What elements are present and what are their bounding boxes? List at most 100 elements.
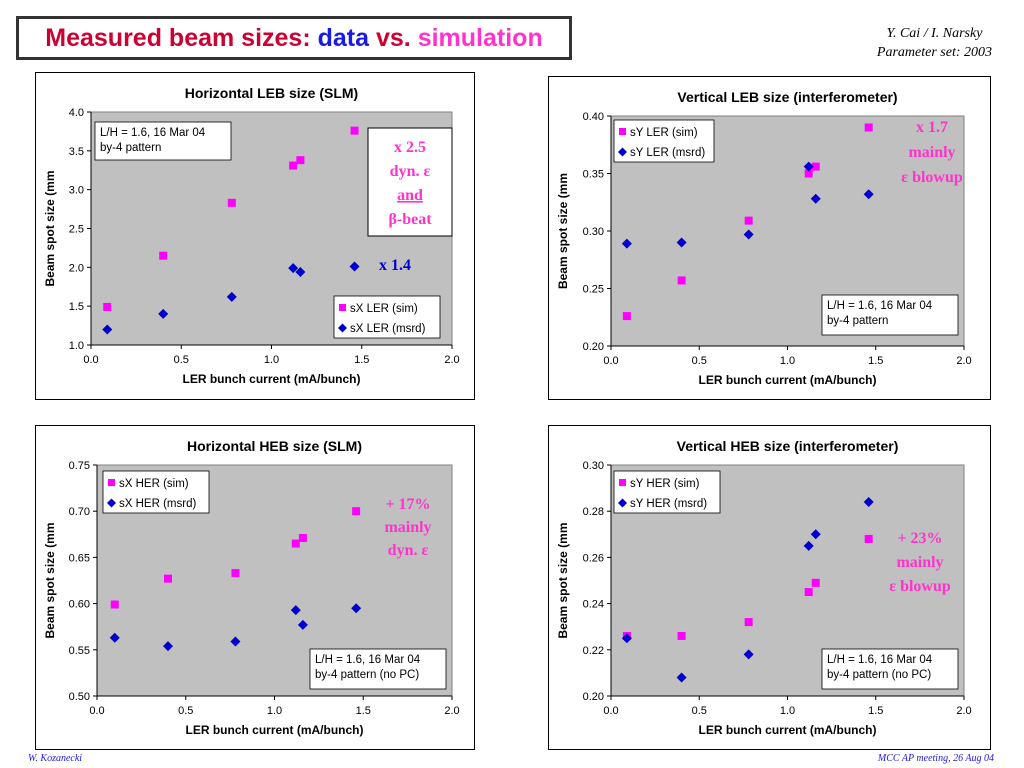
y-axis-label: Beam spot size (mm [43, 170, 57, 286]
measured-point [297, 619, 308, 630]
y-tick-label: 0.50 [69, 691, 90, 703]
sim-point [110, 600, 119, 609]
measured-point [621, 633, 632, 644]
annotation-text: dyn. ε [390, 163, 431, 180]
x-tick-label: 1.0 [780, 355, 795, 367]
sim-point [296, 156, 305, 165]
x-tick-label: 1.0 [780, 705, 795, 717]
y-tick-label: 0.55 [69, 645, 90, 657]
sim-point [622, 312, 631, 321]
y-tick-label: 3.0 [69, 185, 84, 197]
chart-4: Vertical HEB size (interferometer) 0.20 0.… [548, 425, 991, 750]
sim-point [289, 161, 298, 170]
sim-point [804, 588, 813, 597]
note-box [94, 121, 232, 161]
x-tick-label: 0.0 [603, 355, 618, 367]
measured-point [743, 649, 754, 660]
x-tick-label: 0.0 [83, 354, 98, 366]
measured-point [109, 632, 120, 643]
sim-point [103, 302, 112, 311]
legend-box [333, 295, 441, 339]
sim-point [811, 578, 820, 587]
sim-point [350, 126, 359, 135]
x-tick-label: 2.0 [956, 355, 971, 367]
x-tick-label: 1.5 [354, 354, 369, 366]
legend-marker-sim [619, 479, 626, 486]
annotation-text: x 1.7 [916, 119, 948, 136]
y-tick-label: 0.35 [583, 169, 604, 181]
y-tick-label: 0.30 [583, 460, 604, 472]
sim-point [811, 162, 820, 171]
legend-box [102, 470, 210, 514]
y-tick-label: 0.26 [583, 552, 604, 564]
note-line: L/H = 1.6, 16 Mar 04 [315, 654, 421, 666]
title-part-data: data [317, 24, 370, 52]
y-tick-label: 0.40 [583, 111, 604, 123]
annotation-box [367, 127, 453, 237]
chart-title: Horizontal LEB size (SLM) [185, 85, 358, 101]
x-tick-label: 2.0 [444, 354, 459, 366]
y-tick-label: 0.24 [583, 599, 604, 611]
annotation-text: mainly [908, 144, 955, 161]
note-line: L/H = 1.6, 16 Mar 04 [827, 654, 933, 666]
x-tick-label: 2.0 [444, 705, 459, 717]
x-tick-label: 1.5 [868, 705, 883, 717]
annotation-text: and [397, 187, 423, 204]
measured-point [290, 605, 301, 616]
y-tick-label: 0.22 [583, 645, 604, 657]
authors-block: Y. Cai / I. Narsky Parameter set: 2003 [877, 24, 992, 62]
sim-point [744, 216, 753, 225]
legend-marker-sim [339, 304, 346, 311]
annotation-text: mainly [384, 519, 431, 536]
authors-line: Y. Cai / I. Narsky [886, 26, 983, 41]
note-line: by-4 pattern (no PC) [315, 669, 419, 681]
y-tick-label: 0.25 [583, 284, 604, 296]
measured-point [102, 324, 113, 335]
y-tick-label: 4.0 [69, 107, 84, 119]
footer-meeting: MCC AP meeting, 26 Aug 04 [877, 753, 994, 764]
sim-point [864, 123, 873, 132]
annotation-text: mainly [896, 554, 943, 571]
legend-marker-sim [619, 128, 626, 135]
y-tick-label: 0.20 [583, 341, 604, 353]
measured-point [158, 308, 169, 319]
y-tick-label: 2.0 [69, 262, 84, 274]
measured-point [863, 189, 874, 200]
y-tick-label: 0.30 [583, 226, 604, 238]
y-tick-label: 1.0 [69, 340, 84, 352]
note-line: by-4 pattern [827, 315, 888, 327]
y-axis-label: Beam spot size (mm [556, 522, 570, 638]
slide-title: Measured beam sizes: data vs. simulation [45, 24, 542, 52]
chart-2: Vertical LEB size (interferometer) 0.20 0.… [548, 76, 991, 400]
note-box [821, 294, 959, 336]
note-line: by-4 pattern [100, 142, 161, 154]
y-tick-label: 0.65 [69, 552, 90, 564]
x-tick-label: 1.5 [356, 705, 371, 717]
measured-point [351, 603, 362, 614]
sim-point [677, 276, 686, 285]
y-tick-label: 0.20 [583, 691, 604, 703]
y-tick-label: 0.75 [69, 460, 90, 472]
legend-marker-msrd [107, 498, 116, 508]
legend-box [613, 470, 721, 514]
measured-point [743, 229, 754, 240]
footer-author: W. Kozanecki [28, 753, 83, 764]
measured-point [349, 261, 360, 272]
measured-point [295, 266, 306, 277]
note-box [309, 648, 447, 690]
legend-label: sX LER (sim) [350, 303, 418, 315]
measured-point [863, 496, 874, 507]
measured-point [621, 238, 632, 249]
note-box [821, 648, 959, 690]
legend-box [613, 119, 715, 163]
annotation-text: + 23% [897, 530, 942, 547]
annotation-text: dyn. ε [388, 542, 429, 559]
legend-label: sX LER (msrd) [350, 323, 426, 335]
measured-point [288, 263, 299, 274]
measured-point [163, 641, 173, 652]
measured-point [810, 529, 821, 540]
legend-label: sY HER (msrd) [630, 498, 707, 510]
annotation-text: x 1.4 [379, 257, 411, 274]
title-part-simulation: simulation [417, 24, 543, 52]
sim-point [298, 533, 307, 542]
